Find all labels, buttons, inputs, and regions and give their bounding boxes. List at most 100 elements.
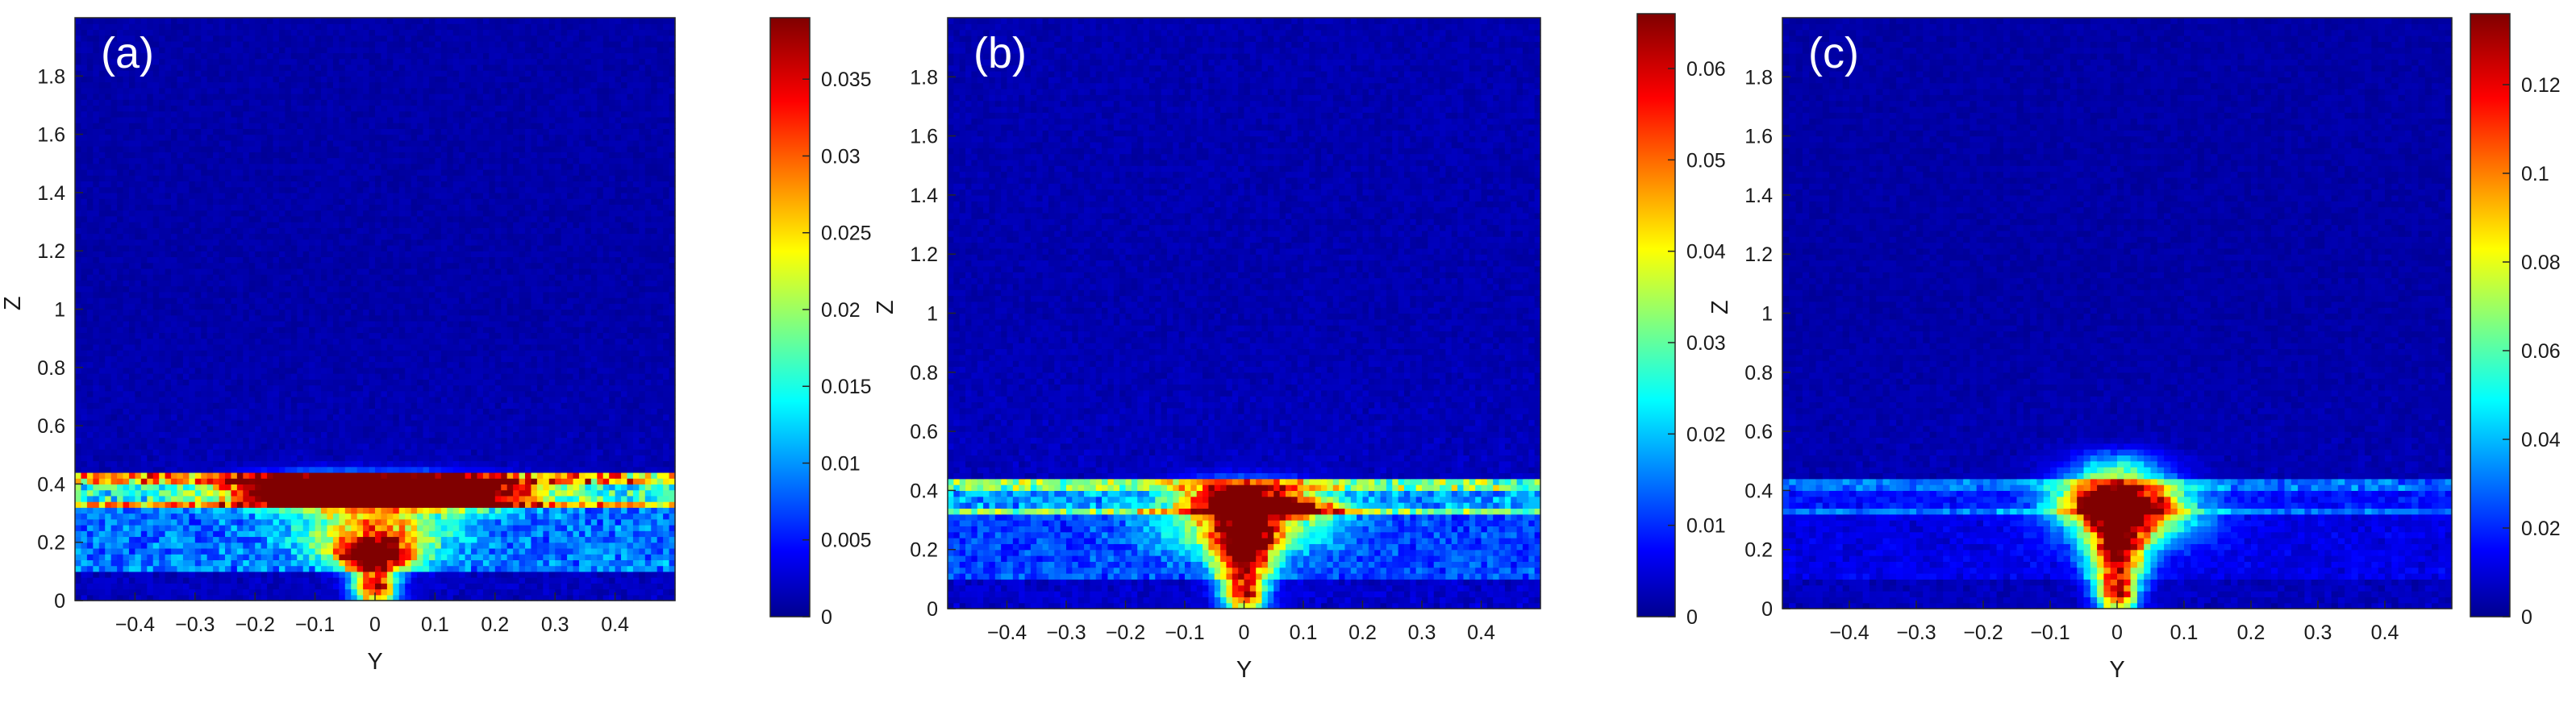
heatmap-cell [129, 572, 135, 578]
heatmap-cell [531, 385, 537, 391]
heatmap-cell [519, 310, 526, 316]
heatmap-cell [525, 373, 531, 380]
heatmap-cell [465, 507, 472, 514]
heatmap-cell [267, 548, 273, 555]
heatmap-cell [573, 472, 580, 479]
heatmap-cell [657, 408, 664, 414]
heatmap-cell [663, 426, 669, 432]
heatmap-cell [117, 467, 123, 473]
heatmap-cell [501, 426, 507, 432]
heatmap-cell [195, 514, 202, 520]
heatmap-cell [627, 449, 633, 455]
heatmap-cell [291, 443, 298, 450]
heatmap-cell [231, 525, 237, 531]
heatmap-cell [525, 391, 531, 397]
heatmap-cell [543, 583, 549, 589]
heatmap-cell [357, 326, 364, 333]
heatmap-cell [453, 572, 460, 578]
heatmap-cell [627, 332, 633, 339]
heatmap-cell [603, 339, 610, 345]
heatmap-cell [243, 373, 249, 380]
heatmap-cell [567, 543, 573, 549]
heatmap-cell [459, 484, 465, 490]
heatmap-cell [333, 507, 340, 514]
heatmap-cell [141, 566, 148, 572]
heatmap-cell [573, 478, 580, 484]
heatmap-cell [375, 321, 381, 327]
heatmap-cell [603, 449, 610, 455]
heatmap-cell [141, 484, 148, 490]
heatmap-cell [117, 554, 123, 560]
heatmap-cell [315, 339, 322, 345]
heatmap-cell [309, 548, 315, 555]
heatmap-cell [147, 426, 153, 432]
heatmap-cell [273, 438, 280, 444]
heatmap-cell [327, 402, 333, 409]
heatmap-cell [651, 525, 657, 531]
heatmap-cell [543, 525, 549, 531]
heatmap-cell [579, 472, 586, 479]
heatmap-cell [249, 467, 256, 473]
heatmap-cell [147, 490, 153, 497]
heatmap-cell [525, 496, 531, 502]
heatmap-cell [351, 431, 357, 438]
heatmap-cell [567, 391, 573, 397]
heatmap-cell [321, 332, 327, 339]
heatmap-cell [411, 339, 418, 345]
heatmap-cell [87, 356, 94, 362]
heatmap-cell [429, 379, 436, 385]
heatmap-cell [495, 467, 502, 473]
heatmap-cell [525, 490, 531, 497]
heatmap-cell [99, 583, 106, 589]
heatmap-cell [183, 478, 190, 484]
heatmap-cell [423, 368, 430, 374]
heatmap-cell [225, 583, 231, 589]
heatmap-cell [531, 368, 537, 374]
heatmap-cell [393, 566, 399, 572]
heatmap-cell [465, 525, 472, 531]
heatmap-cell [255, 472, 261, 479]
heatmap-cell [87, 414, 94, 421]
heatmap-cell [339, 414, 345, 421]
heatmap-cell [543, 554, 549, 560]
heatmap-cell [381, 496, 387, 502]
heatmap-cell [465, 315, 472, 322]
heatmap-cell [393, 449, 399, 455]
heatmap-cell [111, 438, 118, 444]
heatmap-cell [357, 385, 364, 391]
heatmap-cell [555, 554, 561, 560]
heatmap-cell [369, 467, 376, 473]
heatmap-cell [93, 583, 99, 589]
heatmap-cell [471, 362, 477, 368]
heatmap-cell [429, 496, 436, 502]
heatmap-cell [87, 408, 94, 414]
heatmap-cell [639, 379, 645, 385]
heatmap-cell [249, 501, 256, 508]
heatmap-cell [219, 426, 226, 432]
heatmap-cell [369, 543, 376, 549]
heatmap-cell [231, 554, 237, 560]
heatmap-cell [477, 577, 483, 584]
heatmap-cell [147, 362, 153, 368]
heatmap-cell [453, 490, 460, 497]
heatmap-cell [603, 344, 610, 351]
heatmap-cell [537, 438, 544, 444]
heatmap-cell [75, 443, 81, 450]
heatmap-cell [165, 362, 172, 368]
heatmap-cell [333, 577, 340, 584]
heatmap-cell [489, 455, 495, 461]
heatmap-cell [651, 438, 657, 444]
heatmap-cell [453, 554, 460, 560]
heatmap-cell [309, 321, 315, 327]
heatmap-cell [189, 356, 195, 362]
heatmap-cell [615, 408, 622, 414]
heatmap-cell [75, 589, 81, 596]
heatmap-cell [369, 431, 376, 438]
heatmap-cell [633, 484, 640, 490]
heatmap-cell [135, 559, 141, 566]
heatmap-cell [573, 443, 580, 450]
heatmap-cell [651, 420, 657, 426]
heatmap-cell [297, 408, 303, 414]
heatmap-cell [417, 530, 423, 537]
heatmap-cell [399, 326, 406, 333]
